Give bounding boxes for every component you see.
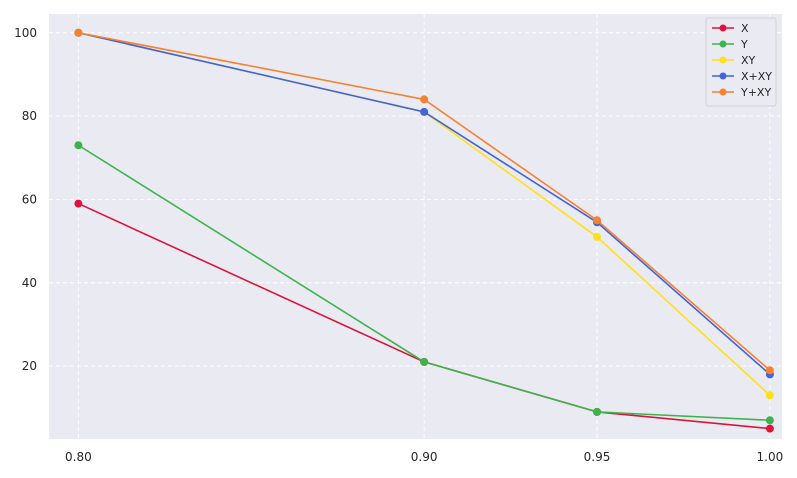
data-point <box>420 107 429 116</box>
data-point <box>765 416 774 425</box>
legend-marker <box>719 24 727 32</box>
legend-label: X <box>741 22 749 35</box>
legend-marker <box>719 40 727 48</box>
legend-box <box>705 17 777 107</box>
legend-item: XY <box>712 54 756 67</box>
legend: XY XY X+XY Y+XY <box>705 17 777 107</box>
legend-label: Y <box>740 38 748 51</box>
x-tick-label: 0.90 <box>411 450 438 464</box>
series-line <box>78 31 771 371</box>
legend-item: X+XY <box>712 70 772 83</box>
series-y <box>74 141 774 425</box>
legend-marker <box>719 56 727 64</box>
data-point <box>593 216 602 225</box>
legend-marker <box>719 88 727 96</box>
axes: 0.80 0.90 0.95 1.00 20 40 60 80 100 <box>14 26 783 464</box>
data-point <box>765 391 774 400</box>
data-point <box>593 232 602 241</box>
data-point <box>420 95 429 104</box>
legend-item: X <box>712 22 749 35</box>
series-y-plus-xy <box>74 28 774 375</box>
legend-label: XY <box>741 54 756 67</box>
y-tick-label: 100 <box>14 26 37 40</box>
legend-marker <box>719 72 727 80</box>
legend-item: Y <box>712 38 748 51</box>
data-point <box>420 357 429 366</box>
series-line <box>77 144 770 422</box>
legend-label: X+XY <box>741 70 772 83</box>
x-tick-label: 0.80 <box>65 450 92 464</box>
series-group <box>74 28 774 433</box>
x-tick-label: 1.00 <box>757 450 784 464</box>
data-point <box>74 28 83 37</box>
x-tick-label: 0.95 <box>584 450 611 464</box>
data-point <box>765 424 774 433</box>
y-tick-label: 40 <box>22 276 37 290</box>
legend-item: Y+XY <box>712 86 771 99</box>
y-tick-label: 20 <box>22 359 37 373</box>
data-point <box>593 407 602 416</box>
y-tick-label: 80 <box>22 109 37 123</box>
plot-area <box>49 14 782 439</box>
data-point <box>765 366 774 375</box>
data-point <box>74 199 83 208</box>
series-line <box>78 31 771 376</box>
y-tick-label: 60 <box>22 192 37 206</box>
legend-label: Y+XY <box>740 86 771 99</box>
data-point <box>74 141 83 150</box>
